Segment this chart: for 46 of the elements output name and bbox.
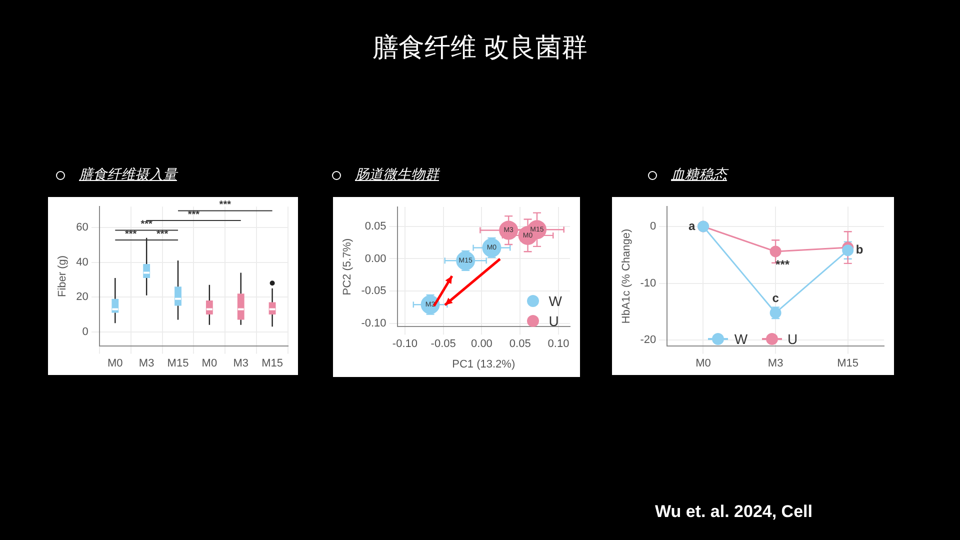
annotation: *** <box>140 219 153 230</box>
annotation: c <box>772 291 780 306</box>
x-tick-label: M3 <box>768 357 784 370</box>
y-tick-label: 0 <box>82 326 88 338</box>
chart-title: 肠道微生物群 <box>355 166 439 184</box>
x-tick-label: M0 <box>202 357 218 370</box>
y-axis-title: PC2 (5.7%) <box>342 238 354 296</box>
legend-label: W <box>734 331 748 347</box>
chart-title: 膳食纤维摄入量 <box>79 166 177 184</box>
x-tick-label: -0.05 <box>430 338 456 350</box>
y-tick-label: 60 <box>76 222 88 234</box>
x-tick-label: -0.10 <box>392 338 418 350</box>
legend-label: W <box>548 293 562 309</box>
y-tick-label: 20 <box>76 291 88 304</box>
x-tick-label: M0 <box>108 357 123 370</box>
text: 膳食纤维 改良菌群 <box>371 31 589 64</box>
x-tick-label: M15 <box>167 357 189 370</box>
y-tick-label: 40 <box>76 256 88 268</box>
x-tick-label: M15 <box>837 357 859 370</box>
chart-title: 血糖稳态 <box>671 166 727 184</box>
x-tick-label: M3 <box>138 357 154 370</box>
point <box>770 246 782 258</box>
x-tick-label: M15 <box>262 357 283 370</box>
x-tick-label: 0.10 <box>548 338 570 350</box>
y-tick-label: -20 <box>640 334 656 346</box>
x-axis-title: PC1 (13.2%) <box>452 358 516 370</box>
x-tick-label: 0.00 <box>471 338 492 350</box>
y-axis-title: HbA1c (% Change) <box>620 228 633 324</box>
legend-label: U <box>548 313 559 329</box>
y-tick-label: 0 <box>650 220 656 233</box>
y-tick-label: -0.05 <box>361 285 386 298</box>
annotation: *** <box>776 257 790 272</box>
legend-label: U <box>788 331 798 347</box>
text: Wu et. al. 2024, Cell <box>655 502 812 522</box>
y-tick-label: -10 <box>640 277 656 290</box>
y-tick-label: 0.00 <box>364 252 386 265</box>
annotation: b <box>856 242 864 257</box>
point <box>842 244 854 256</box>
x-tick-label: M0 <box>696 357 711 370</box>
x-tick-label: 0.05 <box>509 338 531 350</box>
y-tick-label: 0.05 <box>364 220 386 232</box>
annotation: *** <box>219 200 232 211</box>
y-axis-title: Fiber (g) <box>56 255 69 297</box>
annotation: a <box>688 218 696 233</box>
y-tick-label: -0.10 <box>361 317 386 330</box>
x-tick-label: M3 <box>233 357 248 370</box>
